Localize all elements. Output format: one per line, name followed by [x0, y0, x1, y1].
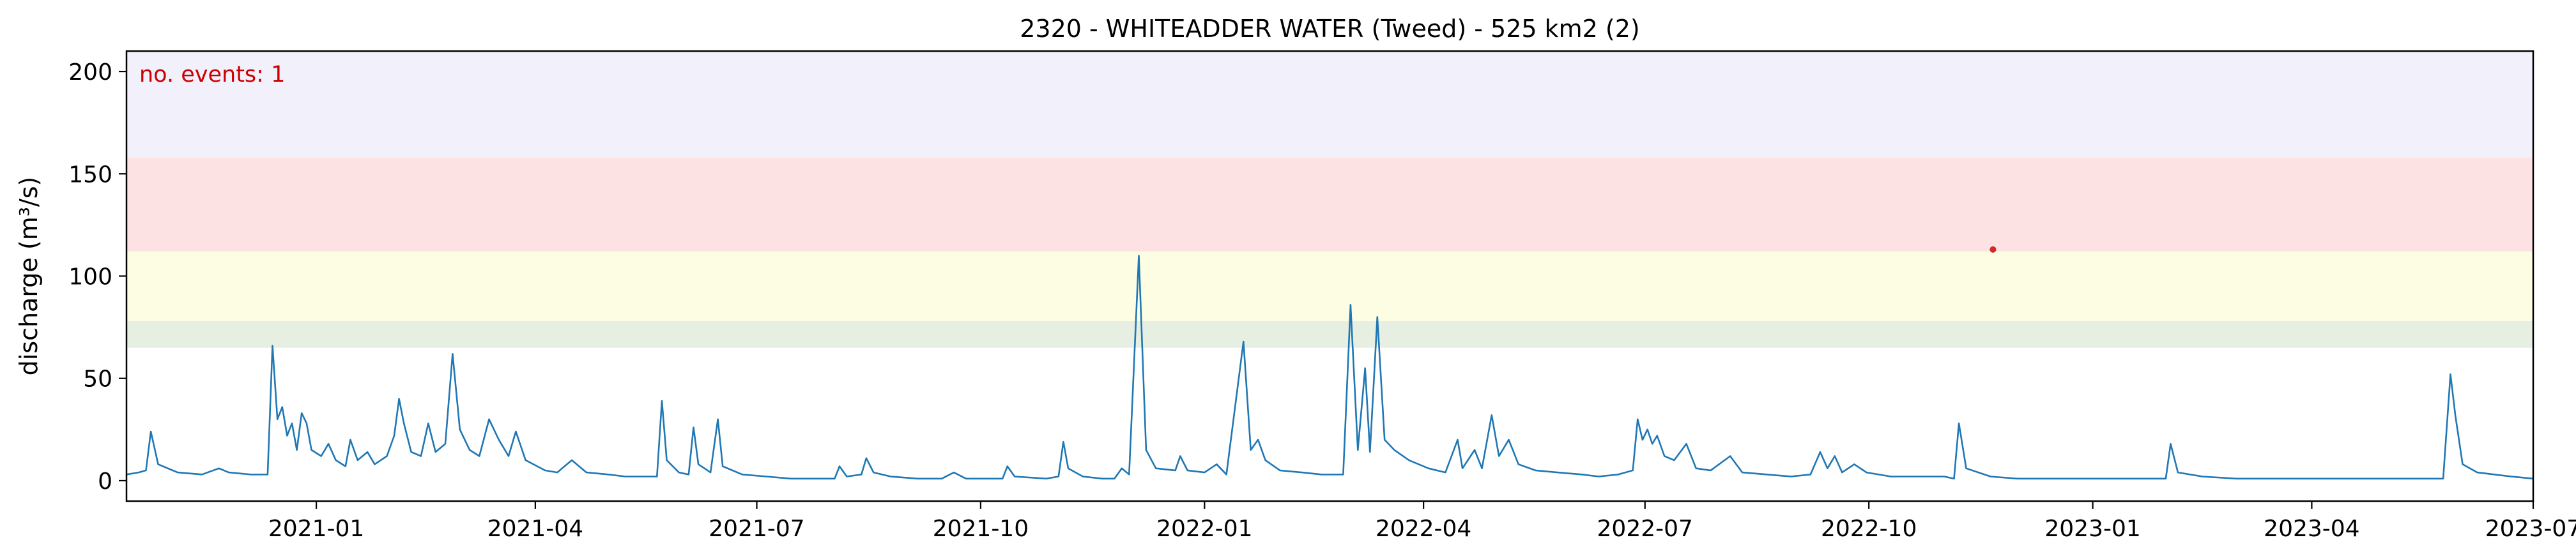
y-axis-ticks: 0 50 100 150 200: [68, 59, 126, 495]
x-tick-label-5: 2022-04: [1376, 516, 1471, 542]
y-tick-label-2: 100: [68, 264, 112, 290]
x-tick-label-1: 2021-04: [487, 516, 583, 542]
event-markers: [1989, 246, 1997, 253]
x-tick-label-7: 2022-10: [1821, 516, 1917, 542]
x-axis-ticks: 2021-01 2021-04 2021-07 2021-10 2022-01 2022-…: [268, 501, 2576, 542]
chart-title: 2320 - WHITEADDER WATER (Tweed) - 525 km…: [1020, 15, 1640, 43]
threshold-band-3: [126, 51, 2533, 158]
x-tick-label-9: 2023-04: [2264, 516, 2359, 542]
y-tick-label-3: 150: [68, 162, 112, 188]
x-tick-label-3: 2021-10: [933, 516, 1029, 542]
y-tick-label-4: 200: [68, 59, 112, 86]
x-tick-label-0: 2021-01: [268, 516, 364, 542]
threshold-band-2: [126, 157, 2533, 252]
x-tick-label-4: 2022-01: [1156, 516, 1252, 542]
y-tick-label-1: 50: [83, 366, 112, 393]
event-marker-0: [1989, 246, 1997, 253]
series-line-0: [126, 255, 2534, 480]
x-tick-label-6: 2022-07: [1597, 516, 1693, 542]
x-tick-label-8: 2023-01: [2044, 516, 2140, 542]
event-count-annotation: no. events: 1: [139, 62, 285, 87]
discharge-series: [126, 255, 2534, 480]
x-tick-label-2: 2021-07: [709, 516, 804, 542]
threshold-band-1: [126, 252, 2533, 321]
threshold-bands: [126, 51, 2533, 348]
threshold-band-0: [126, 321, 2533, 348]
y-tick-label-0: 0: [98, 469, 112, 495]
x-tick-label-10: 2023-07: [2485, 516, 2576, 542]
y-axis-label: discharge (m³/s): [15, 177, 43, 376]
